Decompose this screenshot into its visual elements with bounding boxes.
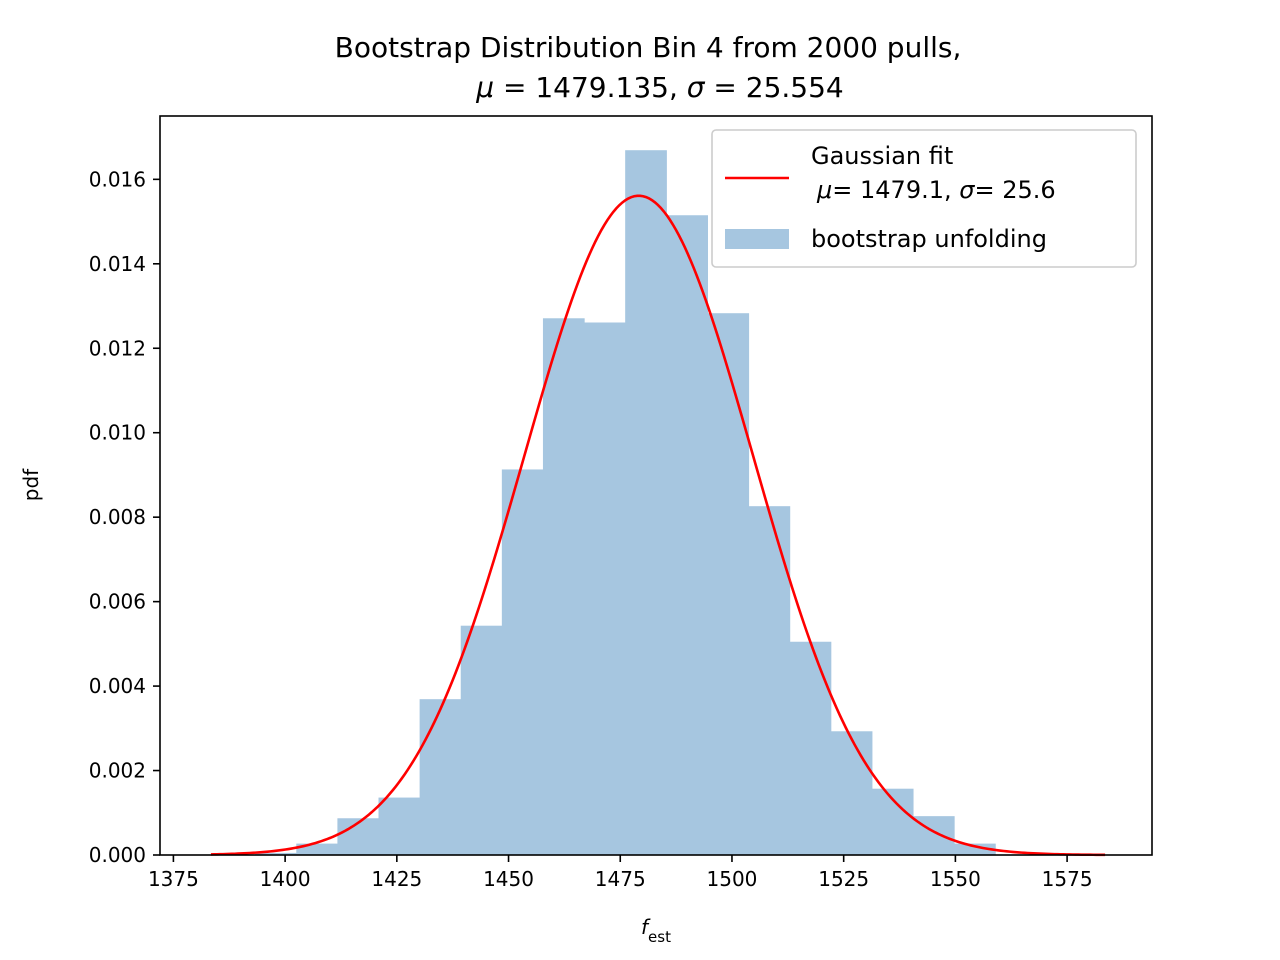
histogram-bar: [625, 150, 667, 855]
histogram-bar: [501, 469, 544, 855]
x-tick-label: 1475: [595, 867, 646, 891]
histogram-bar: [954, 843, 996, 855]
title-sigma-value: = 25.554: [705, 71, 844, 104]
histogram-bar: [748, 506, 791, 855]
legend-sigma-value: = 25.6: [974, 176, 1055, 204]
y-tick-label: 0.016: [89, 167, 146, 191]
legend-hist-label: bootstrap unfolding: [811, 225, 1047, 253]
histogram-bar: [460, 625, 503, 855]
plot-frame: [159, 115, 1153, 856]
x-tick-label: 1575: [1042, 867, 1093, 891]
title-sigma-symbol: σ: [687, 71, 706, 104]
y-tick-label: 0.000: [89, 843, 146, 867]
legend-fit-label-line1: Gaussian fit: [811, 142, 953, 170]
y-tick-label: 0.012: [89, 336, 146, 360]
x-tick-label: 1500: [707, 867, 758, 891]
x-axis-label: fest: [641, 915, 671, 946]
chart-title-line1: Bootstrap Distribution Bin 4 from 2000 p…: [335, 31, 962, 64]
y-tick-label: 0.010: [89, 421, 146, 445]
legend-mu-value: = 1479.1,: [832, 176, 959, 204]
y-tick-label: 0.006: [89, 590, 146, 614]
legend-box: [711, 129, 1137, 268]
y-tick-label: 0.002: [89, 759, 146, 783]
histogram-bar: [584, 322, 626, 855]
histogram-bar: [337, 818, 380, 855]
chart-title-line2: μ = 1479.135, σ = 25.554: [475, 71, 843, 104]
y-tick-label: 0.004: [89, 674, 146, 698]
legend-hist-swatch: [725, 229, 789, 249]
x-tick-label: 1400: [260, 867, 311, 891]
x-tick-label: 1375: [148, 867, 199, 891]
histogram-bar: [419, 699, 462, 855]
x-tick-label: 1450: [483, 867, 534, 891]
x-axis-label-main: f: [641, 915, 651, 939]
y-tick-label: 0.008: [89, 505, 146, 529]
x-tick-label: 1525: [818, 867, 869, 891]
legend-sigma-symbol: σ: [959, 176, 975, 204]
y-tick-label: 0.014: [89, 252, 146, 276]
legend: Gaussian fit μ= 1479.1, σ= 25.6 bootstra…: [711, 129, 1137, 268]
histogram-bar: [255, 852, 297, 855]
title-mu-symbol: μ: [475, 71, 494, 104]
gaussian-fit-curve: [210, 194, 1106, 857]
histogram-bar: [789, 641, 832, 855]
x-tick-label: 1425: [371, 867, 422, 891]
x-axis-ticks: 1375 1400 1425 1450 1475 1500 1525 1550 1575: [148, 855, 1093, 891]
legend-mu-symbol: μ: [816, 176, 832, 204]
histogram-bar: [542, 318, 585, 855]
legend-fit-label-line2: μ= 1479.1, σ= 25.6: [816, 176, 1056, 204]
histogram-bar: [830, 731, 873, 855]
title-mu-value: = 1479.135,: [494, 71, 687, 104]
y-axis-label: pdf: [19, 468, 43, 501]
x-axis-label-subscript: est: [648, 928, 671, 946]
histogram-bar: [707, 313, 750, 856]
histogram-bar: [666, 215, 708, 856]
x-tick-label: 1550: [930, 867, 981, 891]
histogram-bar: [378, 797, 421, 855]
y-axis-ticks: 0.000 0.002 0.004 0.006 0.008 0.010 0.012 0.014…: [89, 167, 160, 867]
histogram-bar: [296, 843, 338, 855]
